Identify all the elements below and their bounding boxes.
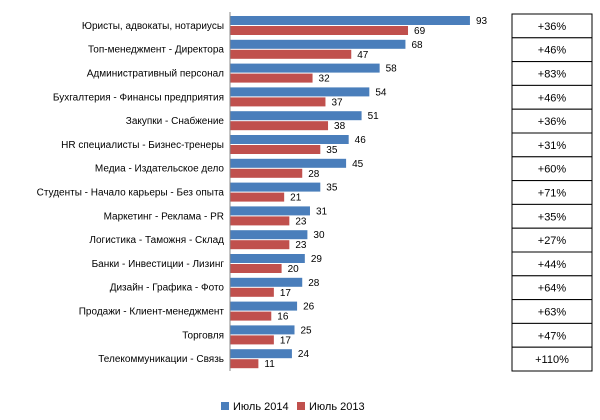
bar-2014 [230, 325, 295, 335]
category-label: Продажи - Клиент-менеджмент [79, 307, 225, 318]
change-label: +31% [538, 140, 567, 152]
value-label-2013: 47 [357, 50, 369, 61]
category-label: Закупки - Снабжение [126, 115, 225, 127]
category-label: Телекоммуникации - Связь [98, 354, 224, 365]
value-label-2014: 45 [352, 159, 364, 170]
value-label-2014: 51 [368, 111, 380, 122]
bar-2013 [230, 216, 290, 226]
value-label-2014: 24 [298, 349, 310, 360]
value-label-2013: 17 [280, 335, 292, 346]
change-label: +60% [538, 164, 567, 176]
value-label-2014: 46 [355, 135, 367, 146]
value-label-2014: 25 [301, 325, 313, 336]
value-label-2014: 29 [311, 254, 323, 265]
change-label: +71% [538, 188, 567, 200]
bar-2013 [230, 311, 272, 321]
bar-2013 [230, 192, 285, 202]
value-label-2013: 35 [326, 145, 338, 156]
plot-area: Юристы, адвокаты, нотариусы 93 69 Топ-менед… [37, 12, 488, 371]
bar-2013 [230, 359, 259, 369]
bar-2014 [230, 349, 292, 359]
legend-swatch-2013 [297, 402, 305, 410]
category-label: Логистика - Таможня - Склад [89, 235, 224, 246]
bar-2014 [230, 16, 470, 25]
change-label: +64% [538, 283, 567, 295]
value-label-2013: 17 [280, 288, 292, 299]
change-label: +36% [538, 116, 567, 128]
value-label-2013: 20 [288, 264, 300, 275]
bar-2014 [230, 206, 310, 216]
change-label: +63% [538, 307, 567, 319]
bar-2014 [230, 39, 406, 49]
bar-2013 [230, 264, 282, 273]
value-label-2013: 28 [308, 169, 320, 180]
change-label: +27% [538, 235, 567, 247]
bar-2013 [230, 97, 326, 107]
value-label-2013: 16 [277, 312, 289, 323]
category-label: Юристы, адвокаты, нотариусы [82, 21, 224, 32]
value-label-2013: 11 [264, 359, 275, 370]
change-label: +44% [538, 259, 567, 271]
bar-2014 [230, 158, 347, 168]
value-label-2013: 23 [295, 216, 307, 227]
legend-swatch-2014 [221, 402, 229, 410]
change-label: +47% [538, 330, 567, 342]
bar-2013 [230, 49, 352, 59]
change-label: +36% [538, 21, 567, 33]
value-label-2013: 37 [331, 97, 343, 108]
change-column: +36% +46% +83% +46% +36% +31% +60% +71% +35% +27%… [511, 13, 593, 372]
category-label: Маркетинг - Реклама - PR [104, 211, 224, 222]
value-label-2014: 31 [316, 206, 328, 217]
category-label: Бухгалтерия - Финансы предприятия [53, 92, 224, 103]
legend-label-2014: Июль 2014 [233, 401, 289, 413]
bar-2013 [230, 168, 303, 178]
bar-2013 [230, 26, 409, 35]
value-label-2013: 32 [319, 74, 331, 85]
value-label-2013: 21 [290, 193, 302, 204]
bar-2014 [230, 63, 380, 73]
value-label-2014: 30 [313, 230, 325, 241]
bar-2014 [230, 230, 308, 240]
change-label: +35% [538, 211, 567, 223]
category-label: Банки - Инвестиции - Лизинг [92, 259, 225, 270]
legend: Июль 2014 Июль 2013 [221, 401, 365, 413]
category-label: HR специалисты - Бизнес-тренеры [61, 140, 224, 151]
value-label-2014: 93 [476, 16, 488, 27]
bar-2014 [230, 277, 303, 287]
change-label: +83% [538, 69, 567, 81]
bar-2014 [230, 111, 362, 121]
change-label: +46% [538, 45, 567, 57]
bar-2014 [230, 87, 370, 97]
category-label: Административный персонал [87, 69, 224, 80]
category-label: Студенты - Начало карьеры - Без опыта [37, 188, 225, 199]
value-label-2014: 68 [411, 40, 423, 51]
value-label-2014: 28 [308, 278, 320, 289]
legend-label-2013: Июль 2013 [309, 401, 365, 413]
category-label: Торговля [182, 330, 224, 341]
bar-2014 [230, 182, 321, 192]
value-label-2014: 58 [386, 64, 398, 75]
bar-2013 [230, 335, 274, 345]
value-label-2014: 54 [375, 87, 387, 98]
change-cell [511, 346, 593, 372]
category-label: Топ-менеджмент - Директора [88, 45, 224, 56]
bar-2013 [230, 287, 274, 297]
bar-2014 [230, 254, 305, 263]
bar-2013 [230, 73, 313, 83]
bar-2013 [230, 121, 329, 131]
value-label-2013: 23 [295, 240, 307, 251]
value-label-2013: 69 [414, 26, 426, 37]
change-label: +110% [535, 354, 569, 366]
category-label: Дизайн - Графика - Фото [110, 282, 225, 294]
bar-2014 [230, 135, 349, 144]
change-label: +46% [538, 92, 567, 104]
bar-2014 [230, 301, 298, 311]
category-label: Медиа - Издательское дело [95, 164, 225, 175]
bar-2013 [230, 240, 290, 250]
value-label-2013: 38 [334, 121, 346, 132]
value-label-2014: 35 [326, 183, 338, 194]
bar-2013 [230, 145, 321, 154]
value-label-2014: 26 [303, 302, 315, 313]
